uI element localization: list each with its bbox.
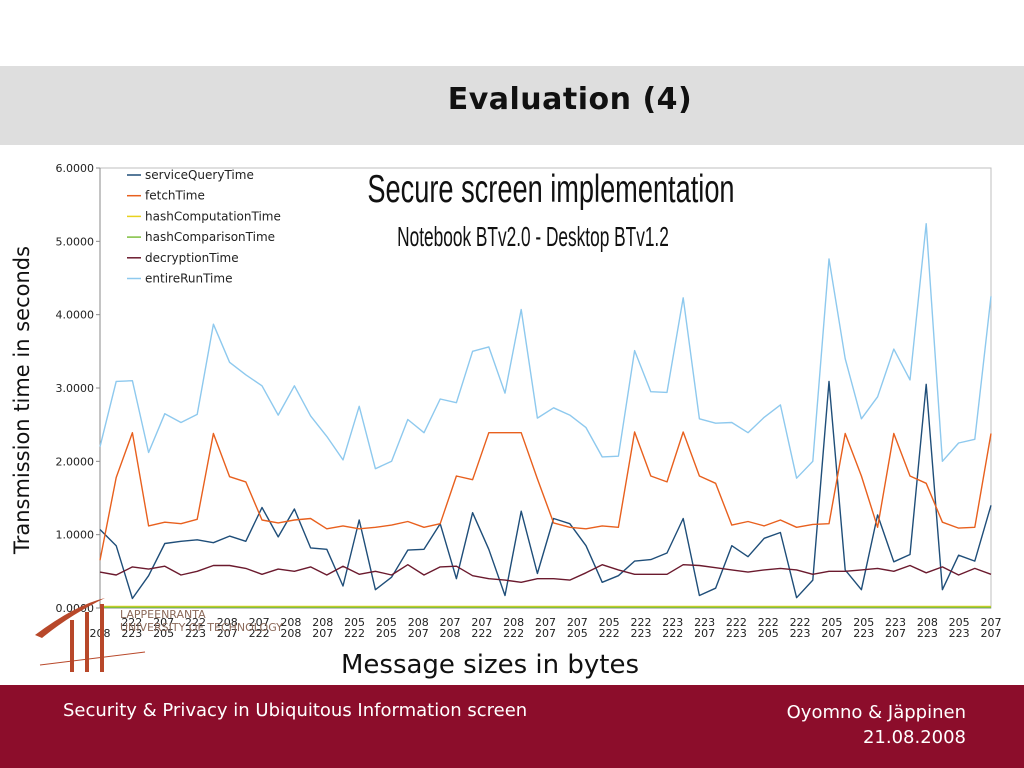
series-line-decryptionTime	[99, 564, 992, 583]
series-line-fetchTime	[99, 431, 992, 561]
x-tick-label: 223	[630, 627, 651, 640]
x-tick-label: 223	[949, 627, 970, 640]
x-tick-label: 207	[535, 627, 556, 640]
x-tick-label: 205	[758, 627, 779, 640]
footer-bar: Security & Privacy in Ubiquitous Informa…	[0, 685, 1024, 768]
x-tick-label: 205	[853, 616, 874, 629]
x-tick-label: 207	[821, 627, 842, 640]
x-tick-label: 222	[726, 616, 747, 629]
legend-label-fetchTime: fetchTime	[145, 189, 205, 203]
y-tick-label: 2.0000	[56, 455, 95, 468]
x-tick-label: 222	[758, 616, 779, 629]
series-line-serviceQueryTime	[99, 380, 992, 600]
x-tick-label: 205	[153, 627, 174, 640]
x-tick-label: 207	[440, 616, 461, 629]
x-tick-label: 222	[185, 616, 206, 629]
x-tick-label: 223	[694, 616, 715, 629]
y-tick-label: 3.0000	[56, 382, 95, 395]
x-tick-label: 222	[630, 616, 651, 629]
university-logo	[35, 598, 146, 672]
legend-label-hashComparisonTime: hashComparisonTime	[145, 230, 275, 244]
x-tick-label: 205	[599, 616, 620, 629]
x-tick-label: 207	[535, 616, 556, 629]
series-line-entireRunTime	[99, 222, 992, 479]
legend-label-hashComputationTime: hashComputationTime	[145, 209, 281, 223]
x-tick-label: 207	[153, 616, 174, 629]
legend-label-decryptionTime: decryptionTime	[145, 251, 239, 265]
x-tick-label: 205	[567, 627, 588, 640]
x-tick-label: 207	[567, 616, 588, 629]
line-chart: 0.00001.00002.00003.00004.00005.00006.00…	[10, 162, 1002, 680]
x-tick-label: 207	[249, 616, 270, 629]
y-tick-label: 5.0000	[56, 235, 95, 248]
x-tick-label: 222	[599, 627, 620, 640]
chart-title: Secure screen implementation	[367, 168, 734, 211]
x-tick-label: 208	[917, 616, 938, 629]
x-tick-label: 223	[726, 627, 747, 640]
logo-line-2: UNIVERSITY OF TECHNOLOGY	[120, 621, 283, 634]
x-tick-label: 208	[503, 616, 524, 629]
x-tick-label: 207	[408, 627, 429, 640]
logo-line-1: LAPPEENRANTA	[120, 608, 206, 621]
x-tick-label: 208	[280, 627, 301, 640]
x-tick-label: 208	[440, 627, 461, 640]
x-tick-label: 222	[249, 627, 270, 640]
x-tick-label: 205	[376, 627, 397, 640]
x-tick-label: 207	[694, 627, 715, 640]
footer-date: 21.08.2008	[862, 727, 966, 748]
slide-title: Evaluation (4)	[447, 82, 693, 117]
x-tick-label: 223	[185, 627, 206, 640]
x-tick-label: 208	[312, 616, 333, 629]
x-tick-label: 208	[280, 616, 301, 629]
x-tick-label: 205	[344, 616, 365, 629]
x-tick-label: 205	[376, 616, 397, 629]
x-tick-label: 223	[917, 627, 938, 640]
footer-authors: Oyomno & Jäppinen	[786, 702, 966, 723]
legend-label-entireRunTime: entireRunTime	[145, 272, 232, 286]
footer-course-title: Security & Privacy in Ubiquitous Informa…	[63, 700, 528, 721]
x-tick-label: 222	[344, 627, 365, 640]
x-axis-title: Message sizes in bytes	[341, 650, 639, 680]
x-tick-label: 223	[885, 616, 906, 629]
x-tick-label: 222	[121, 616, 142, 629]
x-tick-label: 207	[981, 627, 1002, 640]
y-tick-label: 4.0000	[56, 309, 95, 322]
x-tick-label: 222	[471, 627, 492, 640]
x-tick-label: 205	[821, 616, 842, 629]
y-tick-label: 1.0000	[56, 529, 95, 542]
x-tick-label: 207	[471, 616, 492, 629]
footer-meta: Oyomno & Jäppinen 21.08.2008	[787, 700, 966, 750]
x-tick-label: 208	[408, 616, 429, 629]
x-tick-label: 207	[981, 616, 1002, 629]
x-tick-label: 207	[885, 627, 906, 640]
legend-label-serviceQueryTime: serviceQueryTime	[145, 168, 254, 182]
x-tick-label: 207	[217, 627, 238, 640]
x-tick-label: 208	[217, 616, 238, 629]
x-tick-label: 223	[790, 627, 811, 640]
x-tick-label: 207	[312, 627, 333, 640]
chart-subtitle: Notebook BTv2.0 - Desktop BTv1.2	[397, 221, 669, 252]
x-tick-label: 222	[790, 616, 811, 629]
y-axis-title: Transmission time in seconds	[10, 246, 34, 555]
x-tick-label: 223	[662, 616, 683, 629]
x-tick-label: 223	[121, 627, 142, 640]
title-band	[0, 66, 1024, 145]
university-logo-text: LAPPEENRANTA UNIVERSITY OF TECHNOLOGY	[120, 608, 283, 634]
x-tick-label: 222	[662, 627, 683, 640]
x-tick-label: 205	[949, 616, 970, 629]
y-tick-label: 6.0000	[56, 162, 95, 175]
x-tick-label: 223	[853, 627, 874, 640]
x-tick-label: 222	[503, 627, 524, 640]
